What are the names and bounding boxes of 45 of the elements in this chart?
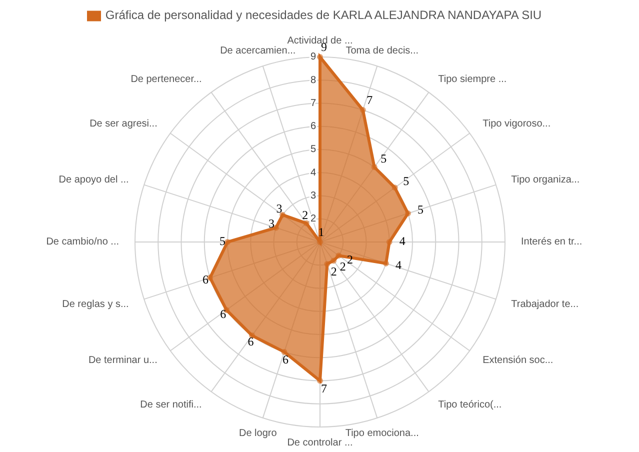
spoke-label: Interés en tr... — [521, 236, 582, 248]
y-tick-label: 7 — [310, 98, 316, 109]
data-label: 5 — [220, 234, 226, 248]
y-tick-label: 5 — [310, 144, 316, 156]
y-tick-label: 3 — [310, 190, 316, 202]
y-tick-label: 8 — [310, 74, 316, 86]
data-label: 2 — [330, 264, 337, 278]
data-label: 5 — [403, 174, 410, 188]
data-label: 3 — [268, 216, 274, 231]
data-label: 3 — [276, 201, 282, 216]
data-label: 6 — [220, 307, 226, 322]
spoke-label: Tipo siempre ... — [438, 74, 507, 86]
spoke-label: De reglas y s... — [62, 298, 129, 310]
data-label: 6 — [282, 352, 288, 366]
data-label: 5 — [380, 152, 387, 166]
spoke-label: De apoyo del ... — [58, 174, 129, 186]
data-label: 5 — [418, 202, 424, 216]
spoke-label: De cambio/no ... — [46, 236, 119, 248]
spoke-label: Toma de decis... — [346, 45, 419, 56]
spoke-label: Tipo emociona... — [345, 428, 419, 439]
spoke-label: De acercamien... — [220, 45, 296, 56]
spoke-label: Tipo vigoroso... — [482, 118, 551, 130]
spoke-label: Extensión soc... — [482, 354, 554, 366]
spoke-label: Trabajador te... — [511, 298, 579, 310]
y-tick-label: 4 — [310, 167, 316, 178]
spoke-label: De ser agresi... — [90, 118, 158, 130]
data-label: 6 — [248, 334, 254, 349]
spoke-label: Tipo teórico(... — [438, 399, 502, 410]
data-label: 1 — [318, 225, 324, 240]
data-label: 4 — [396, 258, 402, 272]
y-tick-label: 6 — [310, 121, 316, 132]
data-label: 6 — [202, 272, 208, 286]
y-tick-label: 9 — [310, 52, 316, 63]
spoke-label: De logro — [238, 428, 278, 439]
spoke-label: Tipo organiza... — [511, 174, 580, 186]
spoke-label: De terminar u... — [88, 354, 158, 366]
legend-label: Gráfica de personalidad y necesidades de KARLA ALEJANDRA NANDAYAPA SIU — [105, 8, 542, 22]
data-label: 2 — [340, 260, 346, 274]
data-label: 7 — [366, 93, 373, 108]
y-tick-label: 2 — [310, 214, 316, 225]
spoke-label: De pertenecer... — [130, 74, 202, 86]
spoke-label: De ser notifi... — [140, 399, 202, 410]
data-label: 4 — [399, 234, 406, 248]
spoke-label: De controlar ... — [287, 438, 353, 449]
data-label: 7 — [321, 382, 327, 396]
